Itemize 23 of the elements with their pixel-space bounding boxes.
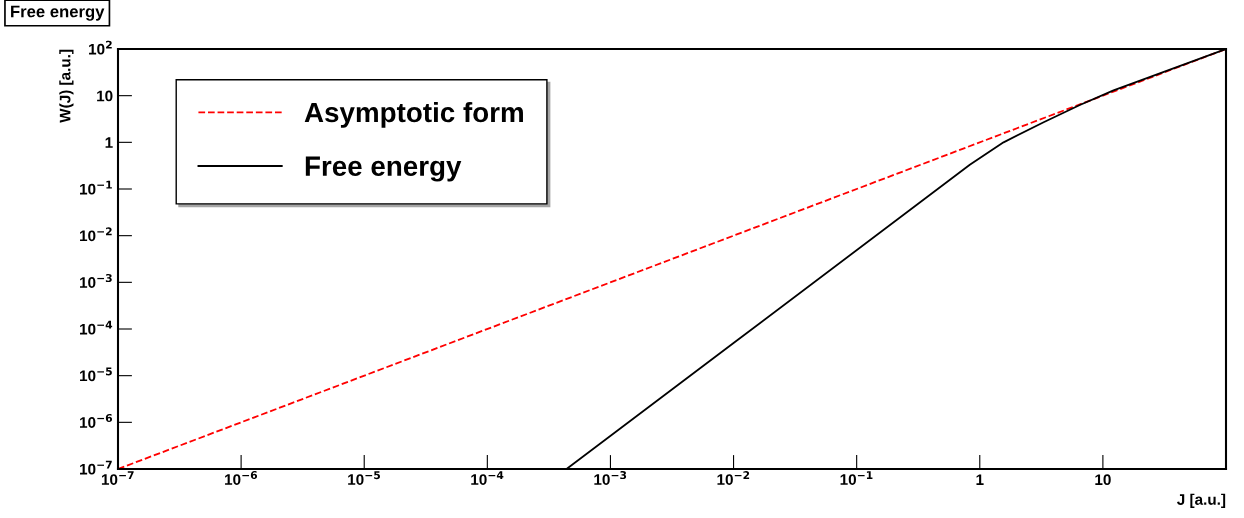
y-tick-label: 10$^{−3}$ (80, 273, 112, 288)
x-tick-label: 10 (1095, 474, 1111, 486)
legend-label: Asymptotic form (304, 101, 523, 128)
x-tick-label: 10$^{−1}$ (840, 471, 873, 485)
x-axis-title: J [a.u.] (1177, 493, 1226, 508)
y-tick-label: 10 (97, 90, 113, 102)
x-tick-label: 1 (976, 474, 984, 485)
y-tick-label: 10$^{−1}$ (80, 180, 112, 195)
y-tick-label: 1 (105, 137, 113, 148)
x-tick-label: 10$^{−2}$ (717, 471, 750, 485)
legend-label: Free energy (305, 156, 462, 182)
chart-title: Free energy (11, 5, 105, 21)
y-tick-label: 10$^{−2}$ (80, 227, 112, 242)
y-tick-label: 10$^{−6}$ (80, 413, 113, 428)
y-tick-label: 10$^{2}$ (89, 40, 112, 55)
x-tick-label: 10$^{−6}$ (225, 471, 258, 485)
y-tick-label: 10$^{−7}$ (80, 460, 112, 475)
x-tick-label: 10$^{−5}$ (348, 471, 380, 485)
y-tick-label: 10$^{−5}$ (80, 367, 112, 382)
y-tick-label: 10$^{−4}$ (80, 320, 113, 335)
x-tick-label: 10$^{−3}$ (594, 471, 627, 485)
y-axis-title: W(J) [a.u.] (59, 49, 74, 123)
x-tick-label: 10$^{−4}$ (471, 471, 504, 485)
